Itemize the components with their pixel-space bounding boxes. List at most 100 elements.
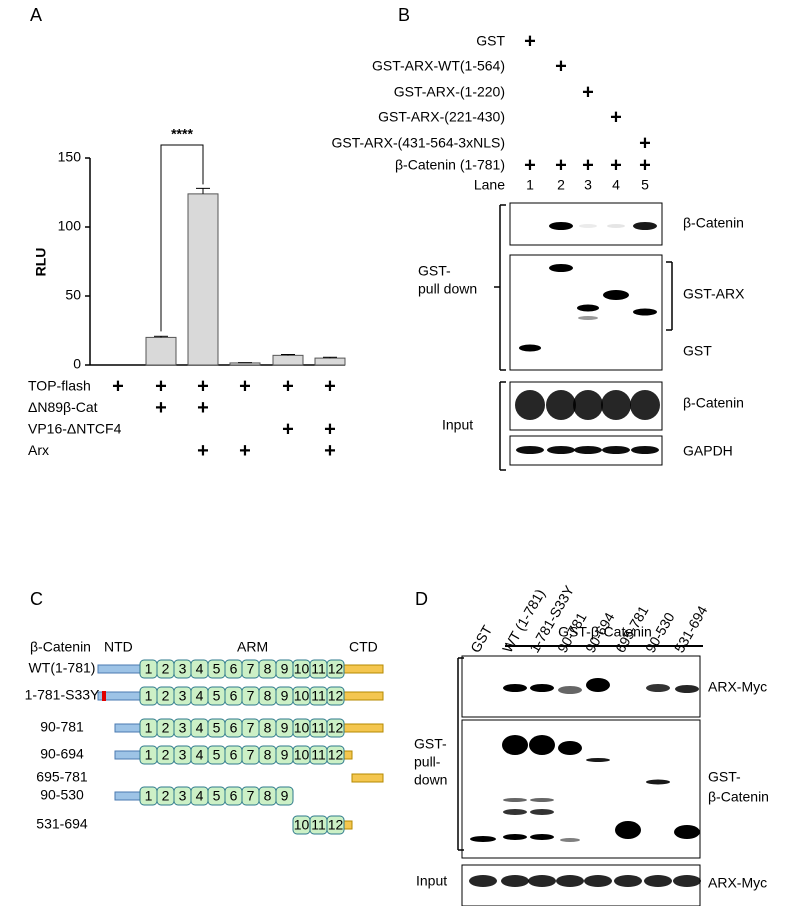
- repeat-number: 1: [145, 688, 153, 704]
- repeat-number: 7: [247, 788, 255, 804]
- band: [502, 735, 528, 755]
- band: [614, 875, 642, 887]
- condition-mark: +: [324, 440, 336, 462]
- lane-label: 531-694: [671, 603, 711, 656]
- pulldown-label: down: [414, 772, 447, 788]
- repeat-number: 12: [328, 688, 344, 704]
- band: [573, 390, 603, 420]
- repeat-number: 4: [196, 747, 204, 763]
- lane-mark: +: [639, 132, 651, 154]
- repeat-number: 1: [145, 720, 153, 736]
- band: [530, 809, 554, 815]
- pulldown-label: GST-: [418, 263, 451, 279]
- construct-label: WT(1-781): [29, 660, 96, 676]
- repeat-number: 6: [230, 720, 238, 736]
- repeat-number: 8: [264, 688, 272, 704]
- significance: ****: [171, 126, 193, 142]
- repeat-number: 2: [162, 661, 170, 677]
- band: [577, 304, 599, 312]
- band: [469, 875, 497, 887]
- arm-repeat: [275, 786, 294, 806]
- repeat-number: 11: [311, 661, 326, 677]
- repeat-number: 4: [196, 661, 204, 677]
- repeat-number: 7: [247, 688, 255, 704]
- condition-mark: +: [282, 375, 294, 397]
- condition-label: ΔN89β-Cat: [28, 399, 98, 415]
- band: [558, 686, 582, 694]
- band: [549, 264, 573, 272]
- band: [529, 735, 555, 755]
- condition-mark: +: [324, 375, 336, 397]
- construct-label: 90-694: [40, 746, 84, 762]
- pulldown-label: pull down: [418, 281, 477, 297]
- domain-header: CTD: [349, 639, 378, 655]
- band: [503, 834, 527, 840]
- lane-mark: +: [582, 154, 594, 176]
- y-tick-label: 50: [65, 287, 81, 303]
- condition-mark: +: [324, 418, 336, 440]
- band: [607, 224, 625, 228]
- lane-number: 2: [557, 177, 565, 193]
- band: [633, 222, 657, 230]
- condition-mark: +: [239, 440, 251, 462]
- band: [519, 344, 541, 352]
- repeat-number: 10: [294, 661, 310, 677]
- band: [674, 825, 700, 839]
- condition-mark: +: [239, 375, 251, 397]
- row-label: GST: [476, 33, 505, 49]
- repeat-number: 1: [145, 788, 153, 804]
- band: [633, 308, 657, 316]
- band: [646, 684, 670, 692]
- repeat-number: 5: [213, 747, 221, 763]
- construct-label: 90-781: [40, 719, 84, 735]
- arm-repeat: [326, 815, 345, 835]
- repeat-number: 12: [328, 720, 344, 736]
- repeat-number: 10: [294, 688, 310, 704]
- repeat-number: 1: [145, 661, 153, 677]
- repeat-number: 8: [264, 788, 272, 804]
- blot-label: GST-: [708, 769, 741, 785]
- condition-mark: +: [282, 418, 294, 440]
- repeat-number: 3: [179, 788, 187, 804]
- band: [603, 290, 629, 300]
- s33y: [102, 691, 106, 701]
- row-label: β-Catenin (1-781): [395, 157, 505, 173]
- pulldown-label: GST-: [414, 736, 447, 752]
- band: [549, 222, 573, 230]
- blot-label: ARX-Myc: [708, 875, 767, 891]
- blot: [461, 719, 701, 859]
- repeat-number: 5: [213, 788, 221, 804]
- lane-mark: +: [610, 154, 622, 176]
- bar: [145, 336, 177, 366]
- input-label: Input: [442, 417, 473, 433]
- construct-label: 695-781: [36, 769, 88, 785]
- lane-label: GST: [467, 622, 495, 655]
- band: [615, 821, 641, 839]
- repeat-number: 2: [162, 688, 170, 704]
- blot-label: β-Catenin: [683, 395, 744, 411]
- repeat-number: 7: [247, 720, 255, 736]
- repeat-number: 8: [264, 720, 272, 736]
- band: [530, 834, 554, 840]
- panel-label: A: [30, 5, 42, 25]
- blot-label: β-Catenin: [683, 215, 744, 231]
- repeat-number: 9: [281, 747, 289, 763]
- repeat-number: 5: [213, 661, 221, 677]
- band: [586, 678, 610, 692]
- repeat-number: 2: [162, 747, 170, 763]
- band: [644, 875, 672, 887]
- repeat-number: 11: [311, 720, 326, 736]
- band: [503, 684, 527, 692]
- band: [578, 316, 598, 320]
- band: [516, 446, 544, 454]
- repeat-number: 6: [230, 747, 238, 763]
- band: [673, 875, 701, 887]
- row-label: GST-ARX-(431-564-3xNLS): [331, 135, 505, 151]
- repeat-number: 10: [294, 817, 310, 833]
- condition-mark: +: [112, 375, 124, 397]
- repeat-number: 7: [247, 747, 255, 763]
- ntd: [97, 664, 141, 674]
- domain-header: ARM: [237, 639, 268, 655]
- band: [601, 390, 631, 420]
- error-bar: [323, 356, 337, 359]
